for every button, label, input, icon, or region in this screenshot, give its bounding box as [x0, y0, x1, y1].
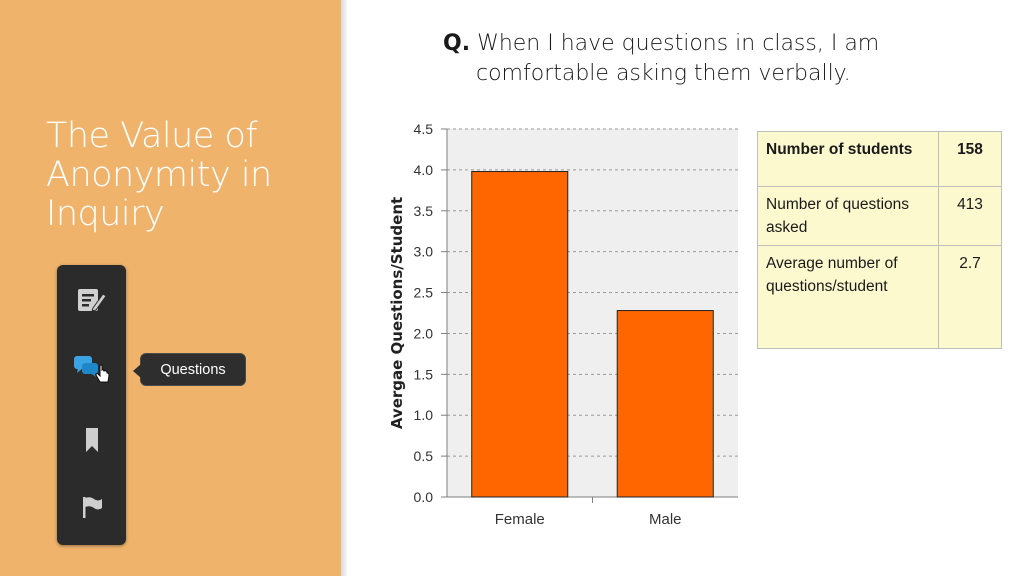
- y-tick-label: 4.0: [414, 162, 434, 178]
- notes-tool-button[interactable]: [57, 275, 126, 325]
- stats-value: 2.7: [938, 245, 1002, 349]
- y-tick-label: 1.0: [414, 407, 434, 423]
- x-tick-label: Male: [649, 511, 682, 528]
- notes-icon: [77, 289, 107, 312]
- y-tick-label: 3.0: [414, 244, 434, 260]
- questions-tooltip: Questions: [133, 353, 246, 386]
- bar: [471, 171, 569, 498]
- y-tick-label: 3.5: [414, 203, 434, 219]
- question-line-2: comfortable asking them verbally.: [476, 61, 851, 86]
- y-tick-label: 0.0: [414, 489, 434, 505]
- stats-table: Number of students 158 Number of questio…: [757, 131, 1002, 349]
- stats-value: 158: [938, 131, 1002, 187]
- stats-row: Average number of questions/student 2.7: [757, 245, 1002, 349]
- x-tick-label: Female: [495, 511, 545, 528]
- stats-row: Number of questions asked 413: [757, 186, 1002, 246]
- bar: [616, 310, 714, 498]
- y-axis-label: Avergae Questions/Student: [388, 197, 406, 429]
- stats-label: Number of questions asked: [757, 186, 939, 246]
- y-tick-label: 1.5: [414, 366, 434, 382]
- stats-label: Average number of questions/student: [757, 245, 939, 349]
- question-label: Q.: [443, 31, 471, 56]
- panel-divider: [341, 0, 347, 576]
- y-tick-label: 4.5: [414, 121, 434, 137]
- y-tick-label: 2.0: [414, 325, 434, 341]
- tool-sidebar: [57, 265, 126, 545]
- flag-tool-button[interactable]: [57, 482, 126, 532]
- y-tick-label: 0.5: [414, 448, 434, 464]
- bookmark-icon: [85, 428, 98, 452]
- stats-value: 413: [938, 186, 1002, 246]
- question-line-1: When I have questions in class, I am: [477, 31, 880, 56]
- flag-icon: [82, 497, 102, 518]
- bar-chart: 0.0 0.5 1.0 1.5 2.0 2.5 3.0 3.5 4.0 4.5 Female Male…: [388, 121, 738, 528]
- stats-row: Number of students 158: [757, 131, 1002, 187]
- bookmark-tool-button[interactable]: [57, 415, 126, 465]
- slide-title: The Value of Anonymity in Inquiry: [46, 116, 272, 234]
- tooltip-label: Questions: [160, 361, 226, 378]
- hand-cursor-icon: [94, 364, 110, 383]
- question-text: Q. When I have questions in class, I am …: [443, 29, 963, 89]
- left-panel: [0, 0, 341, 576]
- stats-label: Number of students: [757, 131, 939, 187]
- y-tick-label: 2.5: [414, 285, 434, 301]
- questions-icon: [73, 356, 110, 383]
- questions-tool-button[interactable]: [57, 344, 126, 394]
